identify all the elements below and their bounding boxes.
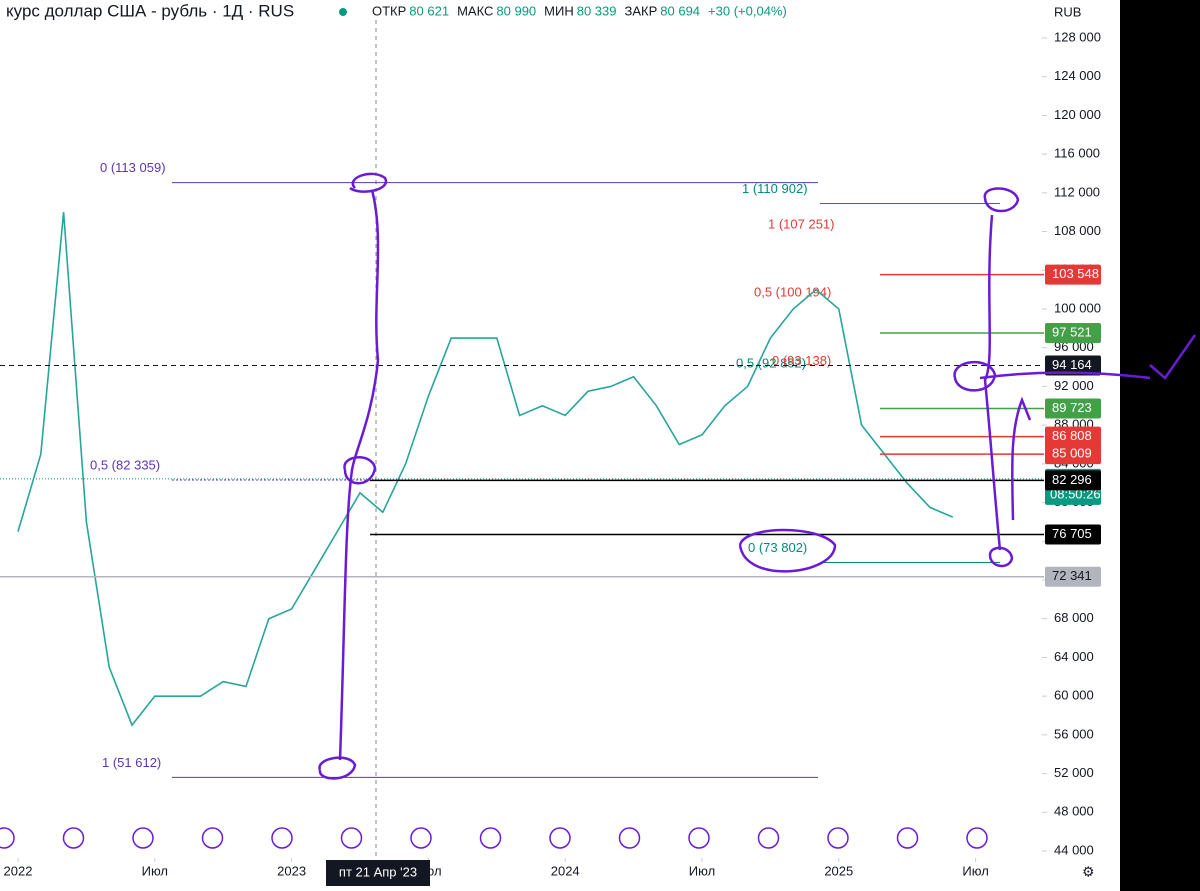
x-tick-label: 2025 xyxy=(824,863,853,878)
y-tick-label: 52 000 xyxy=(1054,765,1094,780)
price-tag xyxy=(1045,566,1101,587)
price-tag xyxy=(1045,355,1101,376)
fib-label: 0,5 (100 194) xyxy=(754,285,831,300)
event-icon xyxy=(271,827,293,849)
event-icon xyxy=(896,827,919,849)
event-icon xyxy=(479,827,502,849)
y-tick-label: 92 000 xyxy=(1054,378,1094,393)
black-edge xyxy=(1120,0,1200,891)
fib-label: 0,5 (92 852) xyxy=(736,356,806,371)
y-tick-label: 60 000 xyxy=(1054,688,1094,703)
change: +30 (+0,04%) xyxy=(708,3,787,18)
ohlc-name: ЗАКР xyxy=(624,3,657,18)
chart-title: курс доллар США - рубль · 1Д · RUS xyxy=(6,1,294,20)
fib-label: 0 (113 059) xyxy=(100,160,166,175)
y-tick-label: 56 000 xyxy=(1054,726,1094,741)
pen-stroke xyxy=(343,456,377,485)
event-icon xyxy=(201,827,224,849)
fib-label: 0 (73 802) xyxy=(748,540,807,555)
price-tag-label: 94 164 xyxy=(1052,357,1092,372)
currency[interactable]: RUB xyxy=(1054,4,1081,19)
x-tick-label: 2022 xyxy=(4,863,33,878)
x-tick-label: Июл xyxy=(962,863,988,878)
y-tick-label: 68 000 xyxy=(1054,610,1094,625)
fib-label: 1 (107 251) xyxy=(768,216,835,231)
event-icon xyxy=(688,827,710,849)
event-icon xyxy=(62,827,85,849)
event-icon xyxy=(340,827,363,849)
fib-label: 1 (51 612) xyxy=(102,755,161,770)
price-tag xyxy=(1045,426,1101,447)
price-tag xyxy=(1045,470,1101,491)
price-tag-label: 85 009 xyxy=(1052,446,1092,461)
ohlc-value: 80 621 xyxy=(409,3,449,18)
y-tick-label: 112 000 xyxy=(1054,184,1100,199)
pen-stroke xyxy=(318,756,357,780)
y-tick-label: 44 000 xyxy=(1054,842,1094,857)
pen-stroke xyxy=(738,528,837,573)
y-tick-label: 116 000 xyxy=(1054,146,1100,161)
price-tag xyxy=(1045,398,1101,419)
price-tag-label: 72 341 xyxy=(1052,568,1092,583)
crosshair-label: пт 21 Апр '23 xyxy=(339,864,417,879)
hand-drawing xyxy=(318,172,1197,780)
crosshair-box xyxy=(326,860,430,886)
price-line xyxy=(17,212,954,727)
price-tag-label: 82 296 xyxy=(1052,472,1092,487)
price-tag-label: 86 808 xyxy=(1052,428,1092,443)
event-icon xyxy=(549,827,571,849)
fib-label: 0 (93 138) xyxy=(772,353,831,368)
x-tick-label: Июл xyxy=(142,863,168,878)
ohlc-name: МАКС xyxy=(457,3,493,18)
ohlc-name: МИН xyxy=(544,3,574,18)
ohlc-value: 80 339 xyxy=(577,3,617,18)
pen-stroke xyxy=(983,187,1020,551)
ohlc-value: 80 694 xyxy=(660,3,700,18)
price-tag xyxy=(1045,524,1101,545)
event-icon xyxy=(618,827,641,849)
event-icon xyxy=(410,827,432,849)
pen-stroke xyxy=(953,334,1197,521)
y-tick-label: 48 000 xyxy=(1054,804,1094,819)
event-icon xyxy=(132,827,154,849)
status-dot xyxy=(339,8,347,16)
x-tick-label: Июл xyxy=(689,863,715,878)
x-tick-label: 2024 xyxy=(551,863,580,878)
y-tick-label: 120 000 xyxy=(1054,107,1101,122)
event-icon xyxy=(827,827,849,849)
y-tick-label: 100 000 xyxy=(1054,300,1101,315)
price-tag xyxy=(1045,322,1101,343)
price-tag-label: 89 723 xyxy=(1052,400,1092,415)
price-tag-label: 76 705 xyxy=(1052,526,1092,541)
pen-stroke xyxy=(988,546,1014,568)
fib-label: 1 (110 902) xyxy=(742,181,808,196)
settings-icon[interactable]: ⚙ xyxy=(1082,864,1095,880)
x-tick-label: 2023 xyxy=(277,863,306,878)
ohlc-value: 80 990 xyxy=(496,3,536,18)
fib-label: 0,5 (82 335) xyxy=(90,457,160,472)
event-icon xyxy=(966,827,988,849)
y-tick-label: 64 000 xyxy=(1054,649,1094,664)
ohlc-name: ОТКР xyxy=(372,3,406,18)
y-tick-label: 108 000 xyxy=(1054,223,1101,238)
event-icon xyxy=(0,827,15,849)
event-row xyxy=(0,827,988,849)
pen-stroke xyxy=(338,172,388,761)
price-tag-label: 103 548 xyxy=(1052,266,1099,281)
y-tick-label: 128 000 xyxy=(1054,29,1101,44)
currency-box[interactable] xyxy=(1048,0,1120,26)
event-icon xyxy=(757,827,780,849)
price-tag xyxy=(1045,444,1101,465)
price-tag-label: 97 521 xyxy=(1052,324,1092,339)
y-tick-label: 124 000 xyxy=(1054,68,1101,83)
price-tag xyxy=(1045,264,1101,285)
